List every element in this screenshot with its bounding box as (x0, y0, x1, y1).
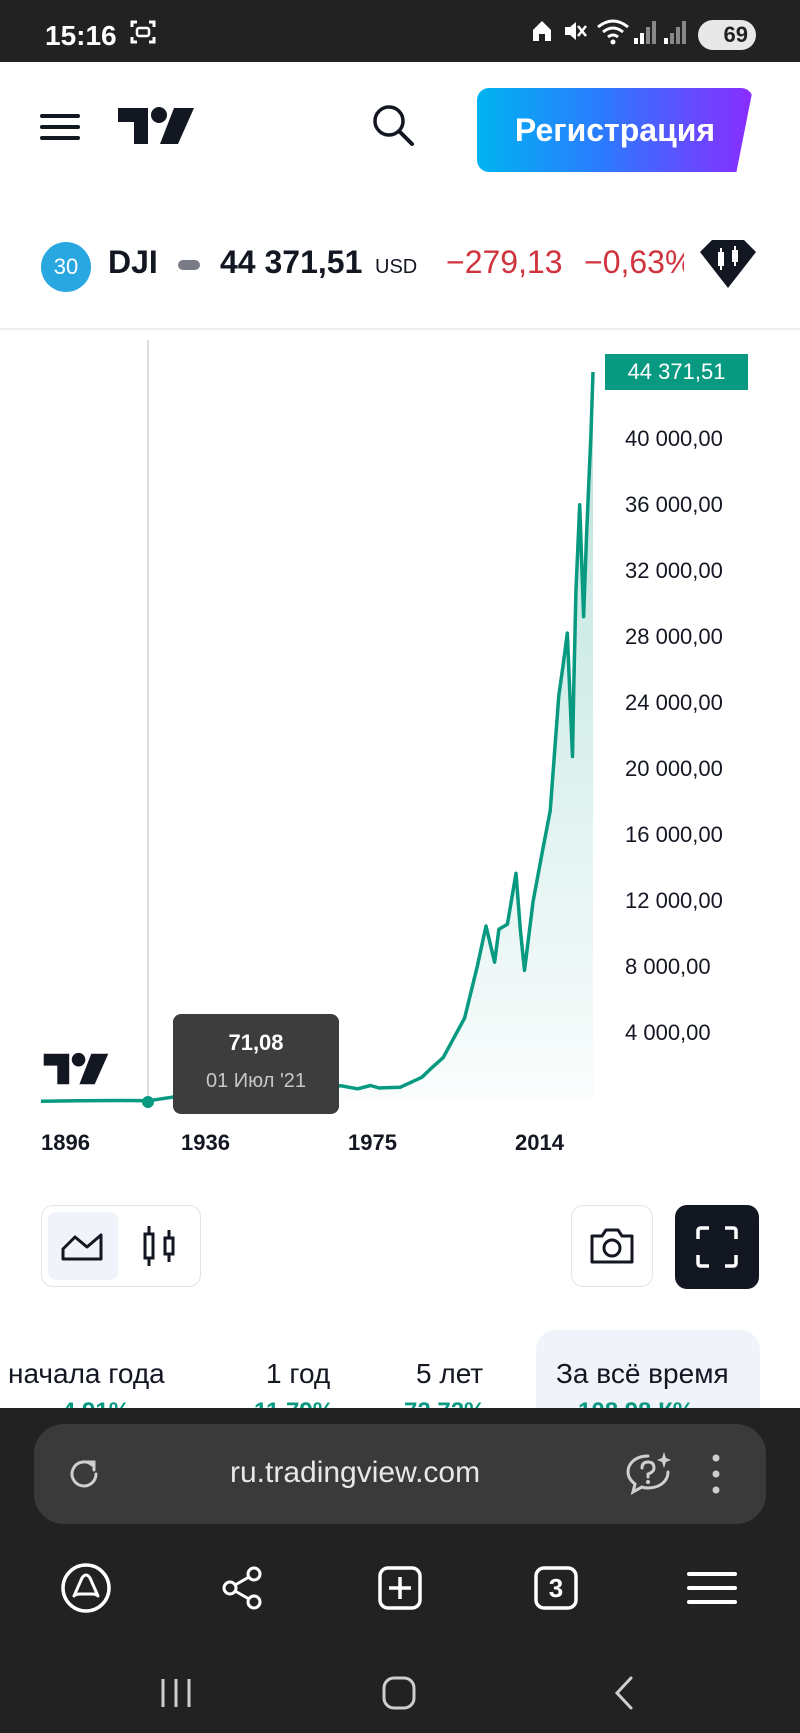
y-tick: 20 000,00 (625, 756, 723, 781)
alice-icon (61, 1563, 111, 1613)
fullscreen-button[interactable] (675, 1205, 759, 1289)
address-bar[interactable]: ru.tradingview.com (34, 1424, 766, 1524)
crosshair-point (142, 1096, 154, 1108)
chart-controls (0, 1205, 800, 1289)
camera-icon (590, 1228, 634, 1264)
y-tick: 8 000,00 (625, 954, 711, 979)
y-tick: 12 000,00 (625, 888, 723, 913)
chart-watermark-logo (43, 1052, 109, 1085)
recent-apps-icon (161, 1679, 191, 1707)
y-tick: 4 000,00 (625, 1020, 711, 1045)
symbol-name[interactable]: DJI (108, 244, 158, 280)
area-chart-button[interactable] (48, 1212, 118, 1280)
y-tick: 16 000,00 (625, 822, 723, 847)
period-ytd[interactable]: С начала года 4,91% (0, 1330, 210, 1408)
browser-nav-row: 3 (0, 1548, 800, 1628)
y-tick: 24 000,00 (625, 690, 723, 715)
symbol-bar: 30 DJI 44 371,51 USD −279,13 −0,63% (0, 222, 800, 304)
y-tick: 40 000,00 (625, 426, 723, 451)
period-label: С начала года (0, 1358, 165, 1389)
browser-menu-button[interactable] (682, 1558, 742, 1618)
wifi-icon (597, 19, 629, 45)
browser-toolbar: ru.tradingview.com (0, 1408, 800, 1733)
assistant-icon[interactable] (624, 1450, 672, 1496)
menu-icon[interactable] (40, 112, 80, 142)
y-tick: 28 000,00 (625, 624, 723, 649)
period-5y[interactable]: 5 лет 72,72% (382, 1330, 522, 1408)
plus-icon (378, 1566, 422, 1610)
x-tick: 1975 (348, 1130, 397, 1155)
battery-indicator: 69 (698, 20, 756, 50)
period-label: 1 год (266, 1358, 331, 1389)
home-circle-icon (382, 1676, 416, 1710)
divider (0, 328, 800, 330)
new-tab-button[interactable] (370, 1558, 430, 1618)
system-nav-bar (0, 1658, 800, 1728)
tab-count: 3 (548, 1572, 564, 1603)
period-value: 11,79% (254, 1398, 334, 1408)
period-all[interactable]: За всё время 108,98 К% (536, 1330, 760, 1408)
fullscreen-icon (696, 1226, 738, 1268)
back-button[interactable] (594, 1668, 654, 1718)
y-tick: 36 000,00 (625, 492, 723, 517)
mute-icon (565, 22, 587, 40)
register-button[interactable]: Регистрация (477, 88, 753, 172)
status-bar: 15:16 69 (0, 0, 800, 62)
area-chart-icon (61, 1233, 103, 1261)
x-tick: 2014 (515, 1130, 564, 1155)
search-icon[interactable] (370, 102, 416, 148)
chart-type-group (41, 1205, 201, 1287)
reload-icon[interactable] (64, 1454, 104, 1494)
symbol-badge: 30 (41, 242, 91, 292)
x-tick: 1936 (181, 1130, 230, 1155)
hamburger-icon (687, 1572, 737, 1604)
snapshot-button[interactable] (571, 1205, 653, 1287)
x-tick: 1896 (41, 1130, 90, 1155)
signal-icon (634, 21, 656, 44)
candles-chart-button[interactable] (124, 1212, 194, 1280)
tooltip-date: 01 Июл '21 (205, 1070, 307, 1092)
tabs-icon (534, 1566, 578, 1610)
recent-apps-button[interactable] (146, 1668, 206, 1718)
alice-button[interactable] (56, 1558, 116, 1618)
market-status-icon (178, 260, 200, 270)
url-text[interactable]: ru.tradingview.com (230, 1456, 481, 1489)
candles-icon (143, 1226, 175, 1266)
area-fill (41, 372, 593, 1102)
screenshot-icon (130, 20, 156, 44)
price-chart[interactable]: 44 371,51 40 000,00 36 000,00 32 000,00 … (0, 330, 800, 1170)
status-time: 15:16 (45, 20, 117, 51)
symbol-change-percent: −0,63% (584, 244, 684, 280)
y-tick: 32 000,00 (625, 558, 723, 583)
tooltip-value: 71,08 (228, 1030, 284, 1055)
last-price-tag: 44 371,51 (605, 354, 748, 390)
period-value: 72,72% (404, 1398, 485, 1408)
tabs-button[interactable]: 3 (526, 1558, 586, 1618)
crosshair-tooltip: 71,08 01 Июл '21 (173, 1014, 339, 1114)
header: Регистрация (0, 62, 800, 192)
share-icon (222, 1566, 262, 1610)
symbol-price: 44 371,51 (220, 244, 363, 280)
period-label: За всё время (556, 1358, 729, 1389)
period-value: 108,98 К% (578, 1398, 694, 1408)
tradingview-logo[interactable] (118, 106, 194, 146)
signal-2-icon (664, 21, 686, 44)
share-button[interactable] (212, 1558, 272, 1618)
symbol-change: −279,13 (446, 244, 563, 280)
home-icon (533, 21, 551, 41)
period-1y[interactable]: 1 год 11,79% (232, 1330, 372, 1408)
symbol-currency: USD (375, 256, 418, 278)
period-value: 4,91% (62, 1398, 130, 1408)
back-icon (614, 1676, 633, 1710)
home-button[interactable] (369, 1668, 429, 1718)
period-tabs: С начала года 4,91% 1 год 11,79% 5 лет 7… (0, 1330, 800, 1408)
period-label: 5 лет (416, 1358, 484, 1389)
more-options-icon[interactable] (710, 1452, 722, 1496)
diamond-chart-icon[interactable] (698, 238, 758, 290)
